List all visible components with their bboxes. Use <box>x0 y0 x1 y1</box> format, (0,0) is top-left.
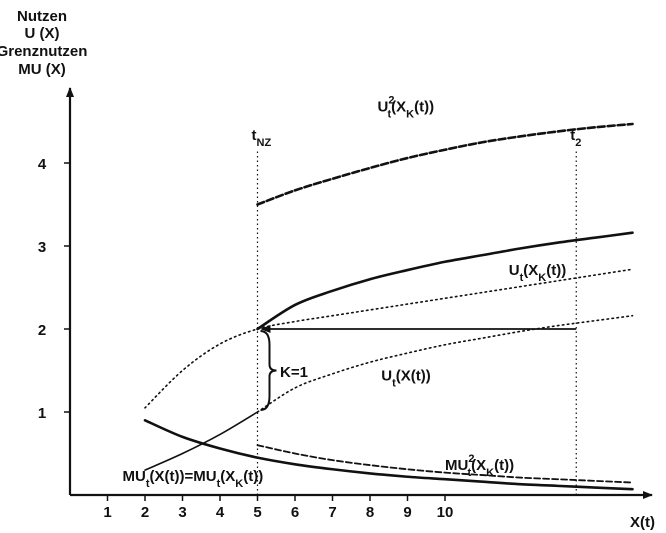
vertical-line-label: tNZ <box>252 127 272 149</box>
series-line-2 <box>256 231 634 331</box>
y-tick-label: 3 <box>38 239 46 256</box>
series-line-1 <box>144 411 259 471</box>
curve-label-u2: U2 t(XK(t)) <box>378 95 435 121</box>
x-tick-label: 6 <box>291 504 299 521</box>
x-axis-title: X(t) <box>630 514 655 531</box>
x-tick-label: 3 <box>178 504 186 521</box>
x-tick-label: 9 <box>403 504 411 521</box>
curve-label-uk: Ut(XK(t)) <box>509 262 566 284</box>
axes: 1 2 3 4 5 6 7 8 9 10 1 2 3 4 <box>38 87 653 521</box>
x-tick-label: 8 <box>366 504 374 521</box>
x-tick-label: 1 <box>103 504 111 521</box>
x-tick-label: 2 <box>141 504 149 521</box>
y-tick-label: 2 <box>38 322 46 339</box>
curve-label-ut: Ut(X(t)) <box>381 367 431 389</box>
x-tick-label: 4 <box>216 504 225 521</box>
series-line-6 <box>256 444 634 484</box>
series-line-5 <box>143 419 634 491</box>
vertical-line-label: t2 <box>570 127 581 149</box>
y-tick-label: 4 <box>38 156 47 173</box>
ylabel-line-3: MU (X) <box>18 61 66 78</box>
k-brace <box>260 330 277 411</box>
series-line-4 <box>256 122 634 206</box>
ylabel-line-1: U (X) <box>25 25 60 42</box>
series-layer: tNZ t2 <box>143 122 634 495</box>
x-tick-label: 5 <box>253 504 261 521</box>
labels-layer: U2 t(XK(t)) Ut(XK(t)) Ut(X(t)) K=1 MU2 t(XK(t)… <box>123 95 567 490</box>
y-axis-title: Nutzen U (X) Grenznutzen MU (X) <box>0 8 87 78</box>
ylabel-line-2: Grenznutzen <box>0 43 87 60</box>
series-line-3 <box>256 314 634 413</box>
y-tick-label: 1 <box>38 405 46 422</box>
series-line-0 <box>144 268 634 409</box>
curve-label-k1: K=1 <box>280 364 308 381</box>
curve-label-mu2: MU2 t(XK(t)) <box>445 453 514 479</box>
curve-label-mueq: MUt(X(t))=MUt(XK(t)) <box>123 468 264 490</box>
ylabel-line-0: Nutzen <box>17 8 67 25</box>
x-tick-label: 7 <box>328 504 336 521</box>
x-tick-label: 10 <box>437 504 454 521</box>
